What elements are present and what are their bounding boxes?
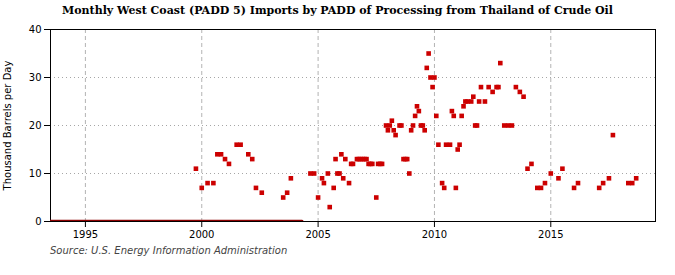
- html-text:Source: U.S. Energy Informatio: Source: U.S. Energy Information Administ…: [50, 245, 288, 256]
- svg-text:2005: 2005: [305, 229, 330, 240]
- html-text:Monthly West Coast (PADD 5) Im: Monthly West Coast (PADD 5) Imports by P…: [62, 4, 613, 17]
- svg-text:2000: 2000: [189, 229, 214, 240]
- svg-text:40: 40: [29, 24, 42, 35]
- svg-text:0: 0: [35, 216, 41, 227]
- svg-text:30: 30: [29, 72, 42, 83]
- svg-text:1995: 1995: [73, 229, 98, 240]
- svg-text:2010: 2010: [422, 229, 447, 240]
- svg-text:Thousand Barrels per Day: Thousand Barrels per Day: [2, 61, 13, 192]
- svg-text:20: 20: [29, 120, 42, 131]
- svg-text:10: 10: [29, 168, 42, 179]
- svg-text:2015: 2015: [538, 229, 563, 240]
